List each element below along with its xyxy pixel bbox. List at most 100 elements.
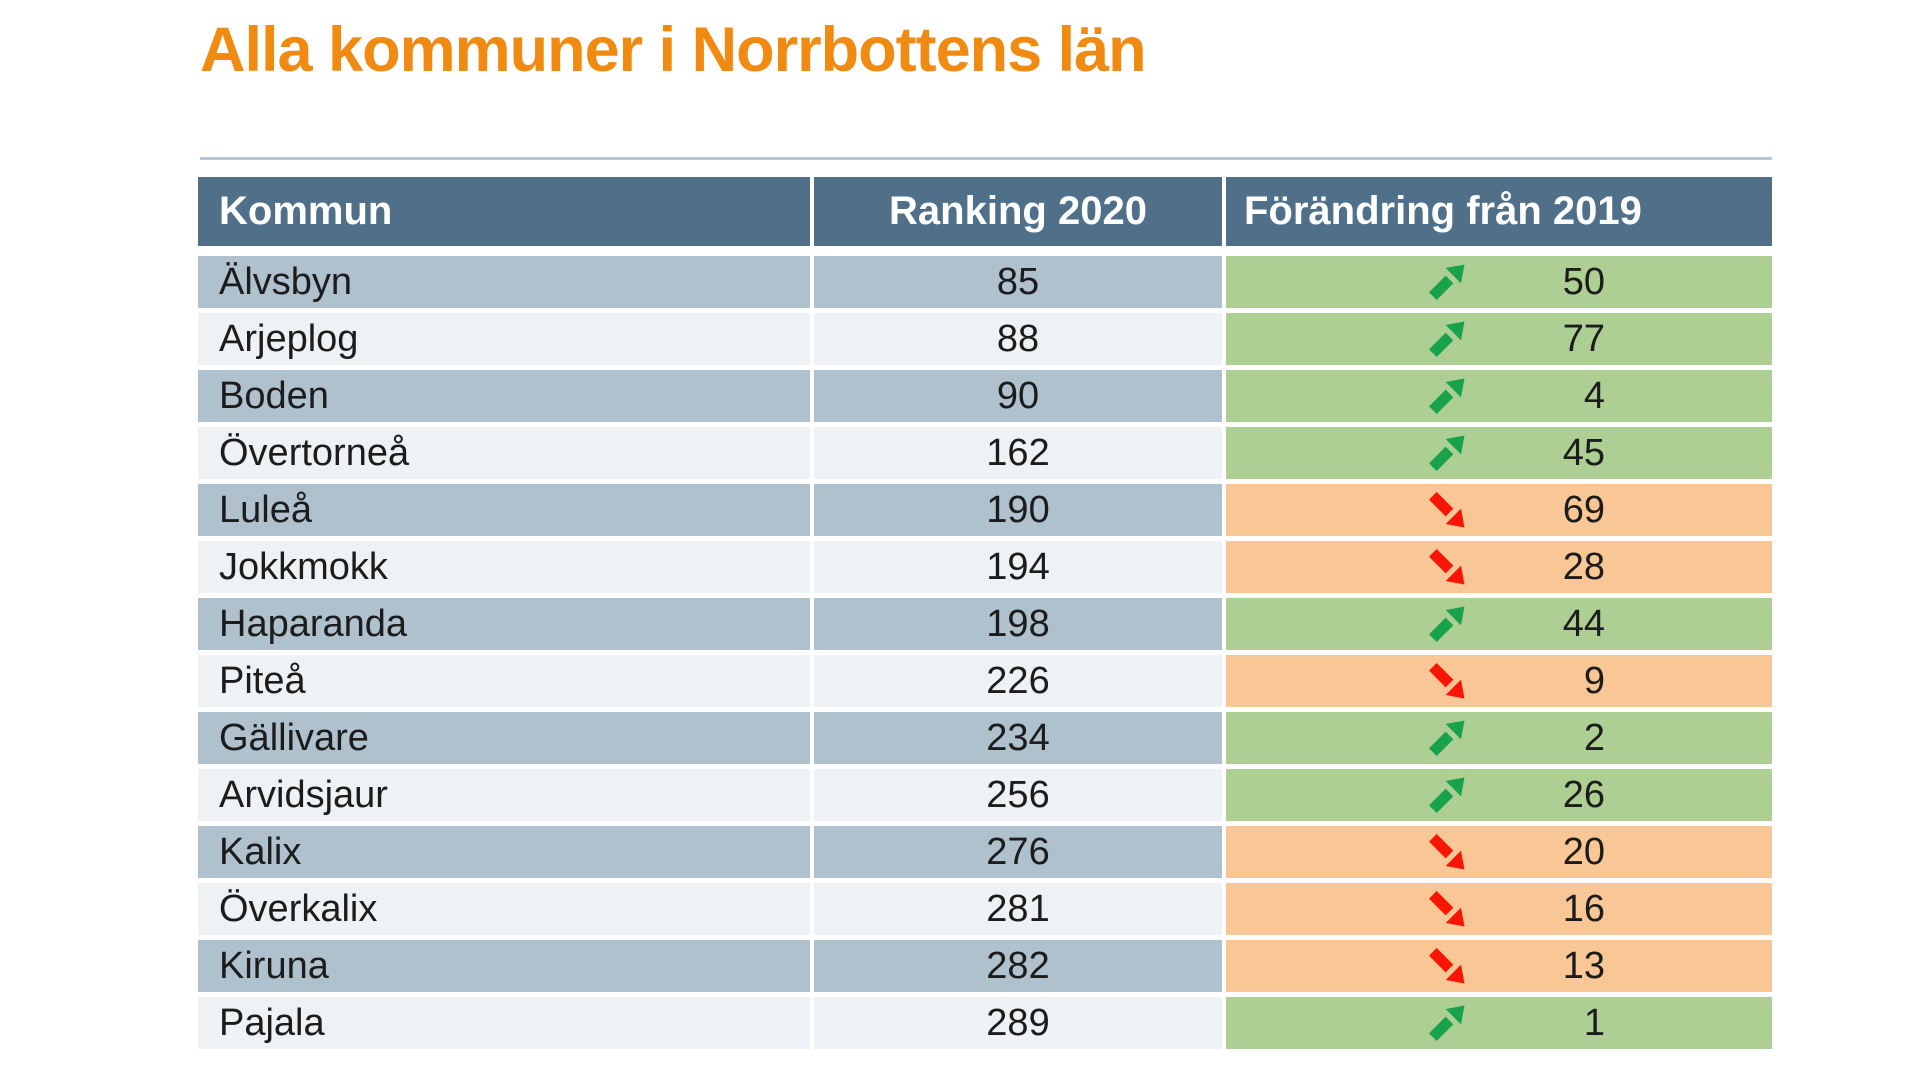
table-row: Piteå 226 9: [198, 655, 1772, 707]
change-value: 77: [1562, 317, 1605, 360]
change-cell: 69: [1226, 484, 1772, 536]
kommun-cell: Pajala: [198, 997, 810, 1049]
kommun-cell: Kalix: [198, 826, 810, 878]
ranking-cell: 226: [814, 655, 1222, 707]
kommun-name: Pajala: [219, 1001, 325, 1044]
kommun-name: Jokkmokk: [219, 545, 388, 588]
change-value: 45: [1562, 431, 1605, 474]
trend-down-arrow-icon: [1427, 889, 1467, 929]
kommun-name: Överkalix: [219, 887, 378, 930]
kommun-cell: Överkalix: [198, 883, 810, 935]
ranking-value: 88: [996, 317, 1040, 360]
trend-up-arrow-icon: [1427, 718, 1467, 758]
ranking-cell: 256: [814, 769, 1222, 821]
change-value: 26: [1562, 773, 1605, 816]
table-row: Älvsbyn 85 50: [198, 256, 1772, 308]
change-cell: 9: [1226, 655, 1772, 707]
kommun-name: Kiruna: [219, 944, 329, 987]
change-value: 69: [1562, 488, 1605, 531]
table-row: Kalix 276 20: [198, 826, 1772, 878]
table-row: Överkalix 281 16: [198, 883, 1772, 935]
table-row: Arjeplog 88 77: [198, 313, 1772, 365]
kommun-name: Haparanda: [219, 602, 408, 645]
ranking-value: 162: [986, 431, 1050, 474]
change-value: 2: [1583, 716, 1605, 759]
ranking-value: 190: [986, 488, 1050, 531]
ranking-value: 198: [986, 602, 1050, 645]
trend-down-arrow-icon: [1427, 661, 1467, 701]
column-header-ranking: Ranking 2020: [814, 177, 1222, 246]
table-header-row: Kommun Ranking 2020 Förändring från 2019: [198, 177, 1772, 246]
ranking-cell: 282: [814, 940, 1222, 992]
ranking-cell: 88: [814, 313, 1222, 365]
kommun-name: Kalix: [219, 830, 302, 873]
trend-up-arrow-icon: [1427, 1003, 1467, 1043]
ranking-value: 226: [986, 659, 1050, 702]
table-row: Luleå 190 69: [198, 484, 1772, 536]
ranking-value: 276: [986, 830, 1050, 873]
change-cell: 2: [1226, 712, 1772, 764]
trend-down-arrow-icon: [1427, 490, 1467, 530]
trend-up-arrow-icon: [1427, 433, 1467, 473]
kommun-cell: Luleå: [198, 484, 810, 536]
change-value: 13: [1562, 944, 1605, 987]
table-row: Arvidsjaur 256 26: [198, 769, 1772, 821]
table-body: Älvsbyn 85 50 Arjeplog 88: [198, 256, 1772, 1049]
trend-up-arrow-icon: [1427, 604, 1467, 644]
change-cell: 50: [1226, 256, 1772, 308]
ranking-value: 90: [996, 374, 1040, 417]
table-row: Boden 90 4: [198, 370, 1772, 422]
change-cell: 4: [1226, 370, 1772, 422]
column-header-kommun: Kommun: [198, 177, 810, 246]
ranking-cell: 234: [814, 712, 1222, 764]
kommun-cell: Övertorneå: [198, 427, 810, 479]
kommun-name: Gällivare: [219, 716, 369, 759]
ranking-table: Kommun Ranking 2020 Förändring från 2019…: [198, 177, 1772, 1054]
ranking-cell: 90: [814, 370, 1222, 422]
ranking-cell: 198: [814, 598, 1222, 650]
change-cell: 26: [1226, 769, 1772, 821]
ranking-value: 256: [986, 773, 1050, 816]
title-divider: [200, 157, 1772, 160]
ranking-cell: 281: [814, 883, 1222, 935]
table-row: Pajala 289 1: [198, 997, 1772, 1049]
trend-down-arrow-icon: [1427, 832, 1467, 872]
table-row: Haparanda 198 44: [198, 598, 1772, 650]
change-value: 9: [1583, 659, 1605, 702]
ranking-cell: 289: [814, 997, 1222, 1049]
page-title: Alla kommuner i Norrbottens län: [200, 15, 1147, 85]
kommun-cell: Boden: [198, 370, 810, 422]
kommun-name: Luleå: [219, 488, 312, 531]
trend-up-arrow-icon: [1427, 376, 1467, 416]
change-cell: 44: [1226, 598, 1772, 650]
ranking-value: 282: [986, 944, 1050, 987]
change-value: 50: [1562, 260, 1605, 303]
ranking-cell: 276: [814, 826, 1222, 878]
change-cell: 16: [1226, 883, 1772, 935]
trend-up-arrow-icon: [1427, 319, 1467, 359]
change-value: 4: [1583, 374, 1605, 417]
ranking-value: 289: [986, 1001, 1050, 1044]
change-value: 16: [1562, 887, 1605, 930]
kommun-name: Boden: [219, 374, 329, 417]
change-cell: 13: [1226, 940, 1772, 992]
kommun-cell: Gällivare: [198, 712, 810, 764]
trend-up-arrow-icon: [1427, 262, 1467, 302]
kommun-cell: Haparanda: [198, 598, 810, 650]
kommun-cell: Älvsbyn: [198, 256, 810, 308]
change-value: 20: [1562, 830, 1605, 873]
change-cell: 1: [1226, 997, 1772, 1049]
change-cell: 20: [1226, 826, 1772, 878]
kommun-name: Älvsbyn: [219, 260, 353, 303]
change-value: 44: [1562, 602, 1605, 645]
table-row: Kiruna 282 13: [198, 940, 1772, 992]
change-value: 28: [1562, 545, 1605, 588]
trend-down-arrow-icon: [1427, 946, 1467, 986]
kommun-cell: Arvidsjaur: [198, 769, 810, 821]
kommun-cell: Jokkmokk: [198, 541, 810, 593]
kommun-name: Arjeplog: [219, 317, 359, 360]
kommun-cell: Kiruna: [198, 940, 810, 992]
table-row: Övertorneå 162 45: [198, 427, 1772, 479]
change-value: 1: [1583, 1001, 1605, 1044]
